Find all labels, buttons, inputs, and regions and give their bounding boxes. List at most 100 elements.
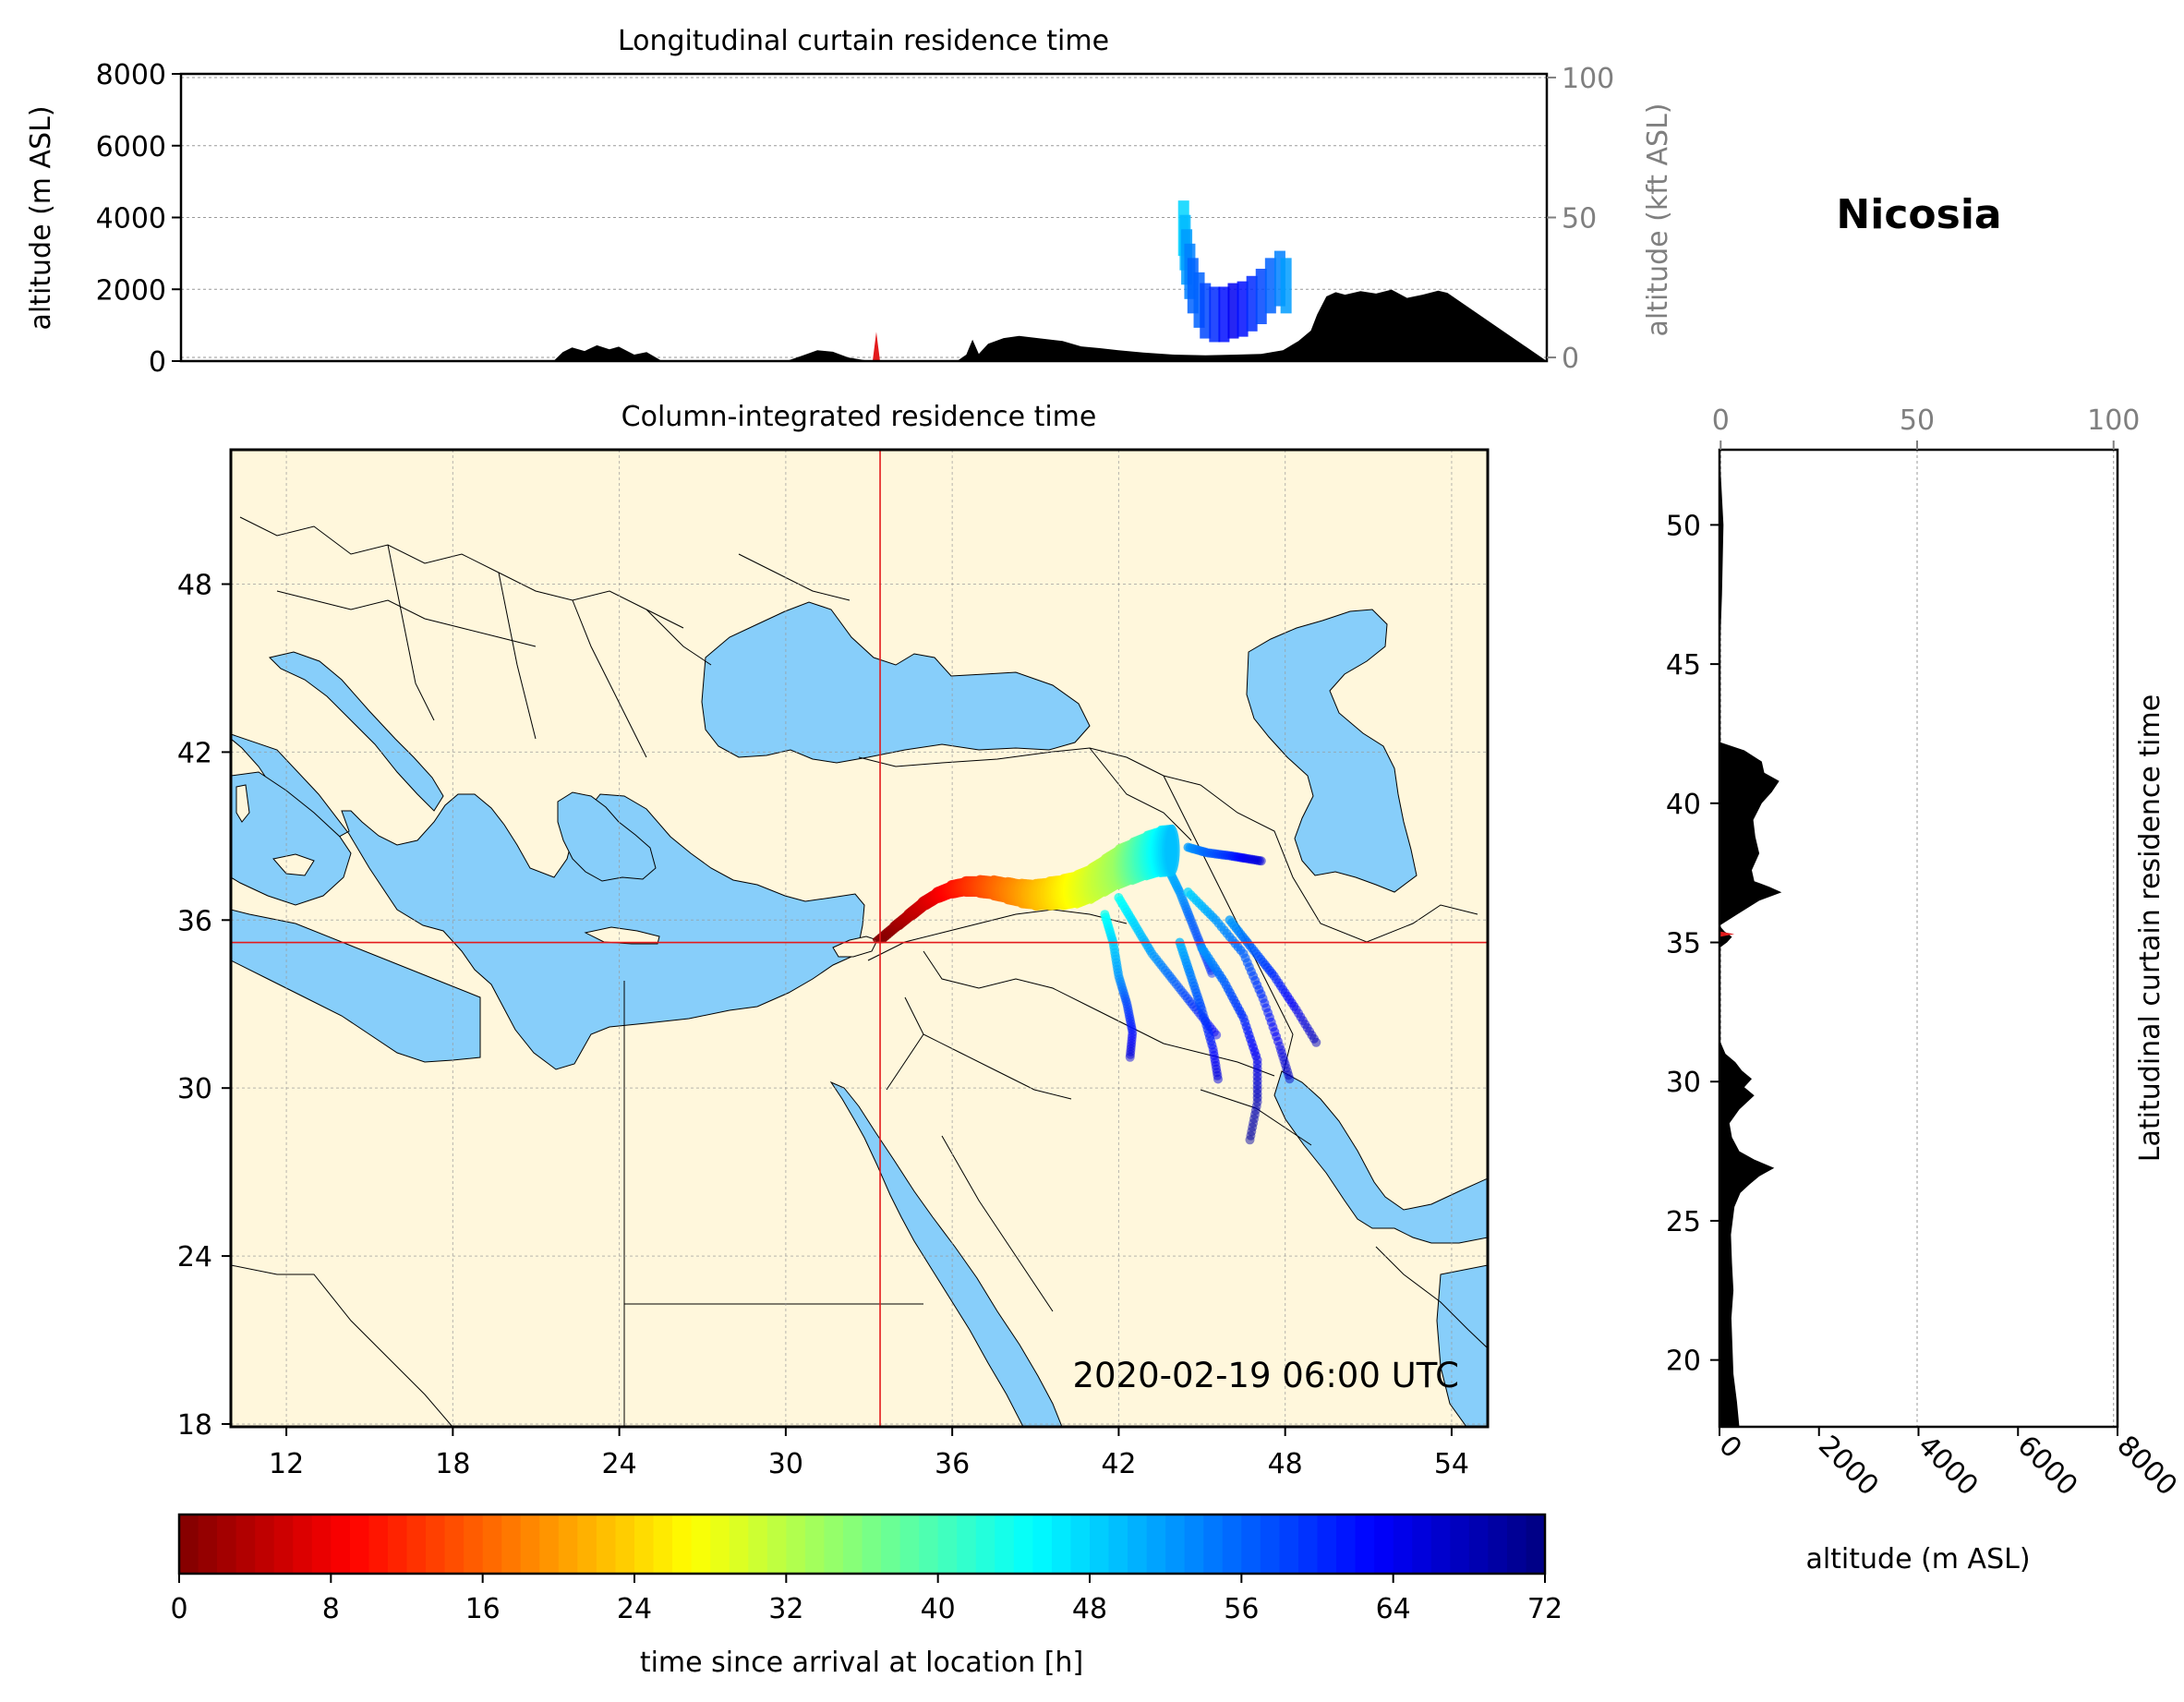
colorbar-cell bbox=[444, 1515, 465, 1574]
top-plume-point bbox=[1280, 258, 1292, 314]
map-xtick-label: 42 bbox=[1101, 1448, 1136, 1480]
top-ylabel: altitude (m ASL) bbox=[25, 105, 57, 330]
colorbar-cell bbox=[464, 1515, 484, 1574]
colorbar-cell bbox=[995, 1515, 1015, 1574]
colorbar-cell bbox=[1013, 1515, 1033, 1574]
colorbar-cell bbox=[1090, 1515, 1110, 1574]
right-xtick-top-label: 50 bbox=[1900, 404, 1935, 437]
right-x-axis: 0 2000 4000 6000 8000 bbox=[1712, 1427, 2183, 1503]
map-plume-point bbox=[1127, 1024, 1137, 1034]
map-plume-points bbox=[873, 824, 1321, 1145]
colorbar-cell bbox=[501, 1515, 522, 1574]
top-ylabel-right: altitude (kft ASL) bbox=[1642, 103, 1674, 336]
figure-title: Nicosia bbox=[1836, 191, 2001, 238]
colorbar-label: time since arrival at location [h] bbox=[640, 1647, 1083, 1679]
map-plume-point bbox=[1284, 1070, 1294, 1080]
right-ytick-label: 35 bbox=[1666, 928, 1701, 960]
map-panel: Column-integrated residence time bbox=[177, 401, 1490, 1480]
map-ytick-label: 24 bbox=[177, 1241, 212, 1273]
colorbar-cell bbox=[255, 1515, 275, 1574]
top-plume-point bbox=[1237, 281, 1249, 337]
top-terrain-profile bbox=[181, 289, 1547, 361]
arabian-sea-corner bbox=[1436, 1264, 1488, 1427]
map-gridlines bbox=[231, 450, 1488, 1427]
colorbar-cell bbox=[539, 1515, 560, 1574]
colorbar-cell bbox=[1146, 1515, 1166, 1574]
top-ytick-label: 2000 bbox=[96, 274, 166, 307]
map-y-axis: 18 24 30 36 42 48 bbox=[177, 570, 231, 1442]
top-y-axis-right: 0 50 100 bbox=[1547, 63, 1614, 375]
colorbar-cell bbox=[881, 1515, 901, 1574]
colorbar-cell bbox=[1336, 1515, 1357, 1574]
map-plume-point bbox=[1126, 1049, 1135, 1059]
red-sea bbox=[829, 1080, 1063, 1427]
map-plume-point bbox=[1252, 1092, 1262, 1103]
colorbar-cell bbox=[198, 1515, 218, 1574]
map-plume-point bbox=[1311, 1037, 1321, 1047]
right-xtick-label: 2000 bbox=[1812, 1430, 1885, 1503]
map-ytick-label: 30 bbox=[177, 1073, 212, 1105]
right-gridlines bbox=[1719, 450, 2115, 1427]
top-plume-point bbox=[1255, 269, 1267, 325]
colorbar-cell bbox=[766, 1515, 787, 1574]
colorbar-tick-label: 64 bbox=[1376, 1593, 1411, 1625]
map-plume-point bbox=[1280, 1059, 1290, 1069]
top-plume-point bbox=[1200, 283, 1212, 339]
colorbar-tick-label: 72 bbox=[1527, 1593, 1563, 1625]
map-plume-point bbox=[1126, 1046, 1136, 1056]
colorbar-cell bbox=[1430, 1515, 1451, 1574]
colorbar-cell bbox=[311, 1515, 332, 1574]
map-x-axis: 12 18 24 30 36 42 48 54 bbox=[269, 1427, 1469, 1480]
map-plume-point bbox=[1252, 1097, 1262, 1107]
map-xtick-label: 54 bbox=[1434, 1448, 1469, 1480]
colorbar-cell bbox=[691, 1515, 711, 1574]
colorbar-cell bbox=[1450, 1515, 1470, 1574]
top-release-marker bbox=[872, 332, 880, 361]
colorbar-cell bbox=[1317, 1515, 1337, 1574]
right-ytick-label: 25 bbox=[1666, 1206, 1701, 1238]
colorbar-cell bbox=[919, 1515, 939, 1574]
colorbar-cell bbox=[520, 1515, 540, 1574]
map-plume-point bbox=[1248, 1122, 1258, 1132]
top-ytick-label: 0 bbox=[149, 346, 166, 379]
colorbar-cell bbox=[1260, 1515, 1281, 1574]
right-release-marker bbox=[1719, 931, 1735, 937]
top-ytick-label: 4000 bbox=[96, 203, 166, 235]
map-water-bodies bbox=[231, 601, 1488, 1427]
colorbar-cell bbox=[1374, 1515, 1394, 1574]
colorbar-cell bbox=[937, 1515, 958, 1574]
top-panel: Longitudinal curtain residence time 0 200… bbox=[25, 25, 1674, 379]
right-x-axis-top: 0 50 100 bbox=[1712, 404, 2140, 450]
black-sea bbox=[701, 601, 1091, 764]
right-xtick-top-label: 100 bbox=[2087, 404, 2140, 437]
colorbar-cell bbox=[406, 1515, 427, 1574]
map-plume-point bbox=[1249, 1110, 1260, 1119]
map-plume-point bbox=[1274, 1041, 1285, 1051]
colorbar-cell bbox=[1279, 1515, 1299, 1574]
map-panel-title: Column-integrated residence time bbox=[621, 401, 1097, 433]
colorbar-cell bbox=[1032, 1515, 1053, 1574]
colorbar-cell bbox=[482, 1515, 502, 1574]
right-plot-frame bbox=[1718, 448, 2119, 1429]
colorbar-cell bbox=[862, 1515, 882, 1574]
map-plume-point bbox=[1250, 1105, 1261, 1116]
map-plume-point bbox=[1246, 1130, 1256, 1141]
cyprus-island bbox=[832, 935, 878, 958]
colorbar-tick-label: 32 bbox=[768, 1593, 803, 1625]
colorbar-cell bbox=[1468, 1515, 1489, 1574]
colorbar-cell bbox=[710, 1515, 730, 1574]
map-xtick-label: 18 bbox=[435, 1448, 470, 1480]
colorbar-cell bbox=[842, 1515, 863, 1574]
map-plume-point bbox=[1127, 1032, 1137, 1043]
right-xtick-label: 6000 bbox=[2011, 1430, 2084, 1503]
colorbar-cell bbox=[786, 1515, 806, 1574]
colorbar-cell bbox=[1412, 1515, 1432, 1574]
colorbar-cell bbox=[634, 1515, 655, 1574]
colorbar-cell bbox=[1241, 1515, 1261, 1574]
colorbar-cell bbox=[899, 1515, 920, 1574]
top-plume-point bbox=[1264, 258, 1276, 314]
colorbar-cell bbox=[596, 1515, 617, 1574]
colorbar-cell bbox=[615, 1515, 635, 1574]
map-xtick-label: 24 bbox=[602, 1448, 637, 1480]
